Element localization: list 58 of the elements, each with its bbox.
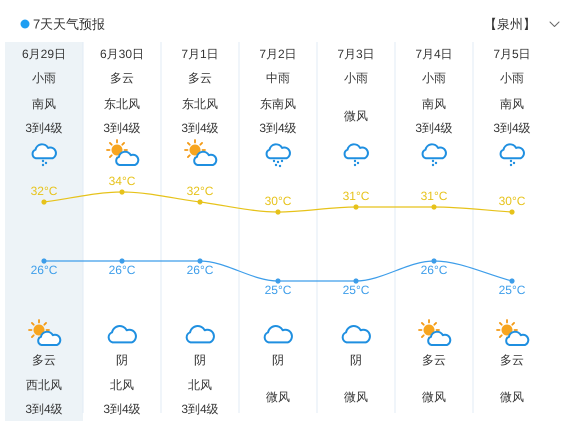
text: 阴 — [194, 353, 206, 368]
text: 多云 — [188, 71, 212, 86]
data-label: 30°C — [498, 194, 526, 208]
data-label: 26°C — [30, 263, 58, 278]
text: 南风 3到4级 — [415, 97, 453, 136]
point — [119, 189, 125, 195]
text: 北风 3到4级 — [103, 378, 141, 416]
text: 多云 — [32, 353, 56, 368]
x-tick-label: 6月29日 — [22, 47, 66, 62]
data-label: 25°C — [264, 283, 292, 298]
point — [197, 199, 203, 205]
data-label: 30°C — [264, 194, 292, 208]
text: 微风 — [422, 390, 446, 404]
text: 多云 — [500, 353, 524, 368]
point — [431, 204, 437, 210]
x-tick-label: 6月30日 — [100, 47, 144, 62]
data-label: 26°C — [186, 263, 214, 278]
text: 小雨 — [344, 71, 368, 86]
point — [353, 204, 359, 210]
text: 多云 — [110, 71, 134, 86]
text: 微风 — [500, 390, 524, 404]
text: 东南风 3到4级 — [259, 97, 297, 136]
data-label: 31°C — [342, 189, 370, 204]
point — [41, 199, 47, 205]
text: 微风 — [344, 109, 368, 124]
data-label: 26°C — [108, 263, 136, 278]
text: 微风 — [266, 390, 290, 404]
text: 小雨 — [422, 71, 446, 86]
x-tick-label: 7月1日 — [181, 47, 219, 62]
data-label: 25°C — [498, 283, 526, 298]
data-label: 32°C — [30, 184, 58, 198]
data-label: 25°C — [342, 283, 370, 298]
text: 阴 — [116, 353, 128, 368]
text: 西北风 3到4级 — [25, 378, 63, 416]
text: 微风 — [344, 390, 368, 404]
point — [509, 209, 515, 215]
chart-title: 7天天气预报 — [33, 16, 106, 32]
text: 东北风 3到4级 — [181, 97, 219, 136]
text: 南风 3到4级 — [25, 97, 63, 136]
text: 中雨 — [266, 71, 290, 86]
point — [275, 209, 281, 215]
text: 阴 — [272, 353, 284, 368]
data-label: 32°C — [186, 184, 214, 198]
data-label: 26°C — [420, 263, 448, 278]
text: 阴 — [350, 353, 362, 368]
x-tick-label: 7月3日 — [337, 47, 375, 62]
data-label: 34°C — [108, 174, 136, 188]
chart-subtitle: 【泉州】 — [484, 16, 536, 32]
x-tick-label: 7月5日 — [493, 47, 531, 62]
data-label: 31°C — [420, 189, 448, 204]
text: 小雨 — [32, 71, 56, 86]
x-tick-label: 7月4日 — [415, 47, 453, 62]
text: 北风 3到4级 — [181, 378, 219, 416]
text: 东北风 3到4级 — [103, 97, 141, 136]
text: 小雨 — [500, 71, 524, 86]
text: 南风 3到4级 — [493, 97, 531, 136]
x-tick-label: 7月2日 — [259, 47, 297, 62]
text: 多云 — [422, 353, 446, 368]
